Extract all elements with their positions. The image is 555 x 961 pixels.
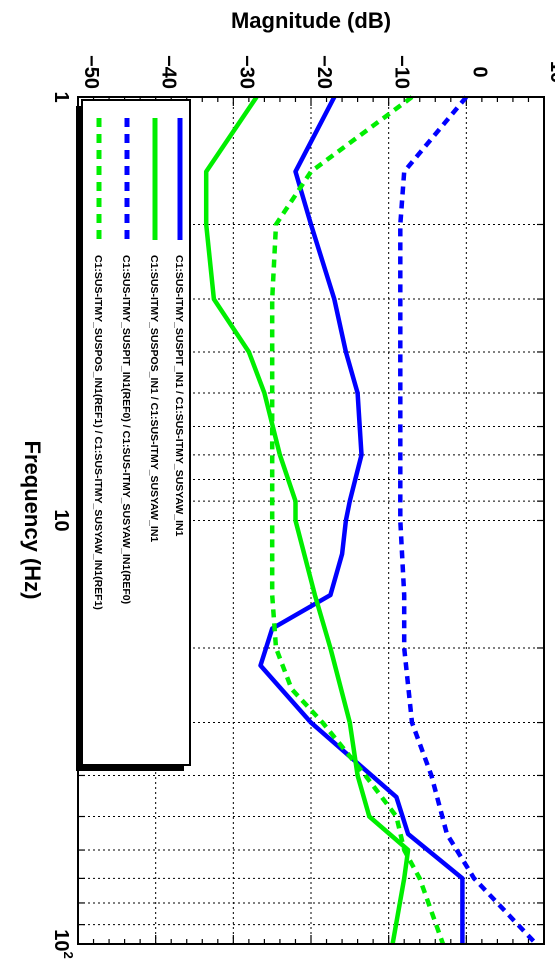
legend-label-2: C1:SUS-ITMY_SUSPOS_IN1 / C1:SUS-ITMY_SUS…	[148, 255, 160, 542]
frequency-tick-label: 1	[50, 91, 72, 102]
magnitude-tick-label: −20	[313, 55, 335, 89]
series-line-2	[203, 95, 411, 945]
frequency-tick-base: 10	[50, 929, 72, 951]
y-axis-title: Magnitude (dB)	[231, 8, 391, 33]
magnitude-tick-label: −30	[235, 55, 257, 89]
magnitude-tick-label: −50	[80, 55, 102, 89]
legend: C1:SUS-ITMY_SUSPIT_IN1 / C1:SUS-ITMY_SUS…	[76, 99, 191, 771]
legend-label-3: C1:SUS-ITMY_SUSPIT_IN1(REF0) / C1:SUS-IT…	[120, 255, 132, 604]
frequency-tick-base: 10	[50, 509, 72, 531]
magnitude-tick-label: −40	[158, 55, 180, 89]
series-line-4	[269, 95, 446, 945]
magnitude-tick-label: −10	[391, 55, 413, 89]
x-axis-title: Frequency (Hz)	[20, 441, 45, 600]
series-layer	[203, 95, 538, 946]
magnitude-tick-labels: −50 −40 −30 −20 −10 0 10	[80, 55, 555, 89]
series-line-3	[398, 95, 538, 946]
magnitude-tick-label: 10	[546, 61, 555, 83]
legend-box	[81, 99, 191, 766]
frequency-tick-label: 10	[50, 509, 72, 531]
legend-label-4: C1:SUS-ITMY_SUSPOS_IN1(REF1) / C1:SUS-IT…	[92, 255, 104, 610]
legend-label-1: C1:SUS-ITMY_SUSPIT_IN1 / C1:SUS-ITMY_SUS…	[173, 255, 185, 537]
frequency-tick-base: 1	[50, 91, 72, 102]
series-line-1	[258, 95, 465, 944]
frequency-tick-exponent: 2	[61, 952, 76, 959]
frequency-tick-label: 102	[50, 929, 76, 958]
magnitude-tick-label: 0	[468, 66, 490, 77]
